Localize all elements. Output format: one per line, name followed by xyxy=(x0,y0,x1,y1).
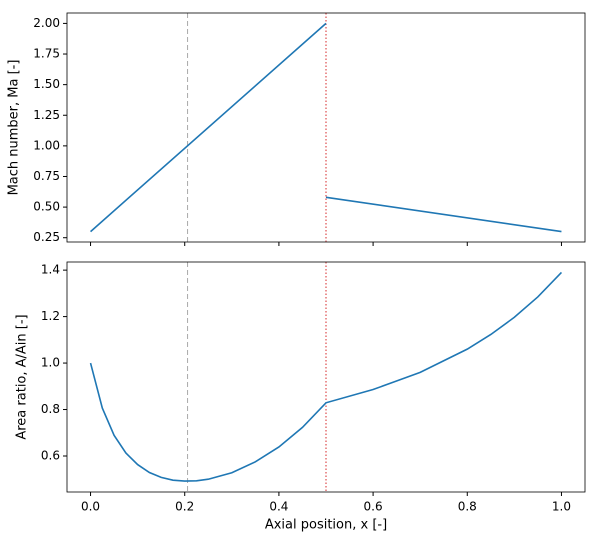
y-tick-label: 1.2 xyxy=(41,309,60,323)
x-tick-label: 0.0 xyxy=(81,500,100,514)
y-tick-label: 1.25 xyxy=(33,108,60,122)
y-tick-label: 0.6 xyxy=(41,448,60,462)
y-tick-label: 1.0 xyxy=(41,356,60,370)
y-axis-label: Mach number, Ma [-] xyxy=(7,60,22,196)
y-tick-label: 0.8 xyxy=(41,402,60,416)
y-axis-label: Area ratio, A/Ain [-] xyxy=(15,314,30,439)
y-tick-label: 1.00 xyxy=(33,138,60,152)
x-tick-label: 0.6 xyxy=(364,500,383,514)
axes-frame xyxy=(66,12,586,243)
y-tick-label: 0.75 xyxy=(33,169,60,183)
x-tick-label: 0.4 xyxy=(269,500,288,514)
x-axis-label: Axial position, x [-] xyxy=(265,518,387,533)
data-line xyxy=(90,22,562,233)
y-tick-label: 2.00 xyxy=(33,16,60,30)
y-tick-label: 0.50 xyxy=(33,200,60,214)
y-tick-label: 1.75 xyxy=(33,47,60,61)
y-tick-label: 1.4 xyxy=(41,263,60,277)
y-tick-label: 1.50 xyxy=(33,77,60,91)
axes-frame xyxy=(66,261,586,493)
data-line xyxy=(89,271,563,482)
x-tick-label: 0.2 xyxy=(175,500,194,514)
y-tick-label: 0.25 xyxy=(33,230,60,244)
x-tick-label: 1.0 xyxy=(552,500,571,514)
x-tick-label: 0.8 xyxy=(458,500,477,514)
